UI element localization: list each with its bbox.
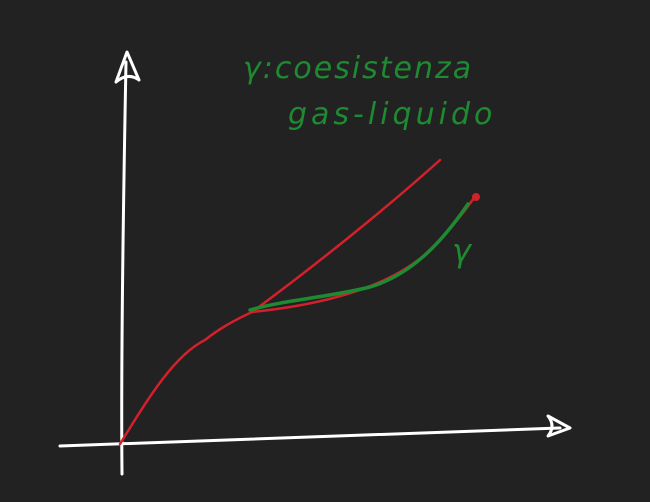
green-coexistence-curve	[248, 202, 470, 312]
y-axis	[120, 60, 128, 476]
red-curve-lower	[118, 310, 254, 446]
x-axis	[58, 426, 562, 448]
annotation-line-1: γ:coesistenza	[243, 51, 473, 86]
curve-label-gamma: γ	[452, 232, 473, 270]
annotation-line-2: gas-liquido	[288, 97, 496, 132]
red-curve-upper-branch	[250, 158, 442, 314]
x-axis-arrowhead	[546, 414, 572, 438]
y-axis-arrowhead	[114, 50, 141, 84]
critical-point	[472, 193, 480, 201]
red-curve-lower-branch	[250, 196, 476, 314]
